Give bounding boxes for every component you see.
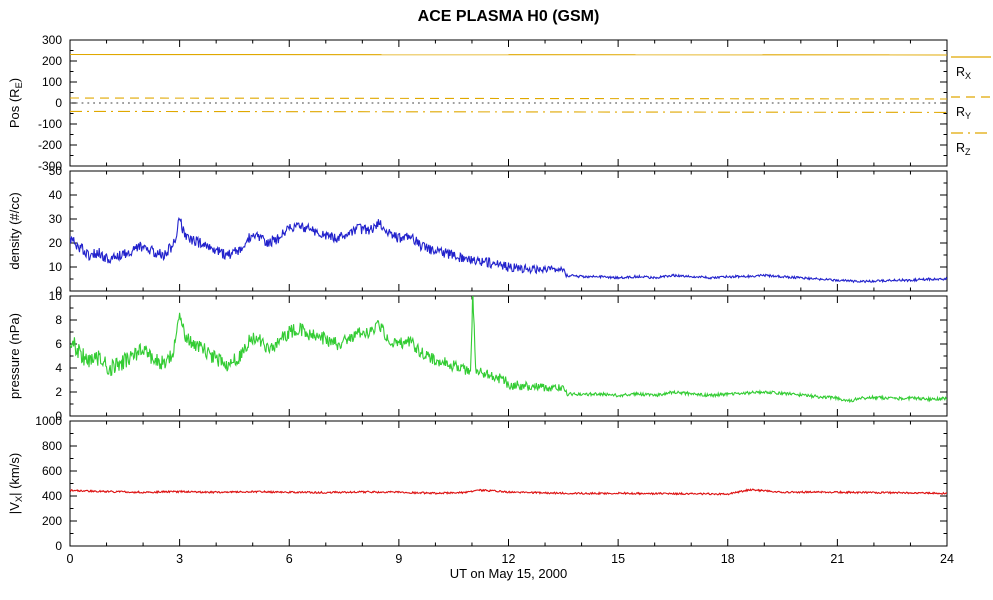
legend-label: RX — [956, 65, 971, 81]
y-tick-label: 30 — [49, 212, 63, 226]
y-tick-label: 10 — [49, 260, 63, 274]
y-tick-label: 200 — [42, 514, 62, 528]
pressure-ylabel: pressure (nPa) — [7, 313, 22, 399]
velocity-panel-frame — [69, 420, 948, 547]
y-tick-label: -300 — [38, 159, 62, 173]
x-tick-label: 21 — [830, 552, 844, 566]
dynamic-pressure-line — [70, 296, 947, 404]
y-tick-label: 20 — [49, 236, 63, 250]
proton-density-line — [70, 216, 947, 284]
chart-title: ACE PLASMA H0 (GSM) — [417, 8, 600, 25]
pressure-panel-frame — [69, 295, 948, 417]
velocity-ylabel: |VX| (km/s) — [7, 453, 24, 514]
y-tick-label: 0 — [55, 284, 62, 298]
x-axis-label: UT on May 15, 2000 — [449, 566, 568, 581]
y-tick-label: 400 — [42, 489, 62, 503]
y-tick-label: 600 — [42, 464, 62, 478]
x-tick-label: 24 — [940, 552, 954, 566]
y-tick-label: -200 — [38, 138, 62, 152]
y-tick-label: -100 — [38, 117, 62, 131]
y-tick-label: 10 — [49, 289, 63, 303]
x-tick-label: 18 — [721, 552, 735, 566]
y-tick-label: 0 — [55, 409, 62, 423]
vx-speed-line — [70, 488, 947, 496]
position-ylabel: Pos (RE) — [7, 78, 24, 128]
y-tick-label: 4 — [55, 361, 62, 375]
y-tick-label: 300 — [42, 33, 62, 47]
x-tick-label: 3 — [176, 552, 183, 566]
y-tick-label: 800 — [42, 439, 62, 453]
x-tick-label: 9 — [395, 552, 402, 566]
x-tick-label: 6 — [286, 552, 293, 566]
density-ylabel: density (#/cc) — [7, 192, 22, 269]
x-tick-label: 12 — [502, 552, 516, 566]
y-tick-label: 100 — [42, 75, 62, 89]
density-panel-frame — [69, 170, 948, 292]
legend-label: RZ — [956, 141, 971, 157]
y-tick-label: 6 — [55, 337, 62, 351]
y-tick-label: 40 — [49, 188, 63, 202]
legend-label: RY — [956, 105, 971, 121]
y-tick-label: 8 — [55, 313, 62, 327]
rz-position-line — [70, 110, 947, 113]
x-tick-label: 15 — [611, 552, 625, 566]
ry-position-line — [70, 97, 947, 100]
y-tick-label: 0 — [55, 96, 62, 110]
x-tick-label: 0 — [67, 552, 74, 566]
y-tick-label: 1000 — [35, 414, 62, 428]
y-tick-label: 0 — [55, 539, 62, 553]
y-tick-label: 50 — [49, 164, 63, 178]
y-tick-label: 200 — [42, 54, 62, 68]
position-panel-frame — [69, 39, 948, 167]
y-tick-label: 2 — [55, 385, 62, 399]
